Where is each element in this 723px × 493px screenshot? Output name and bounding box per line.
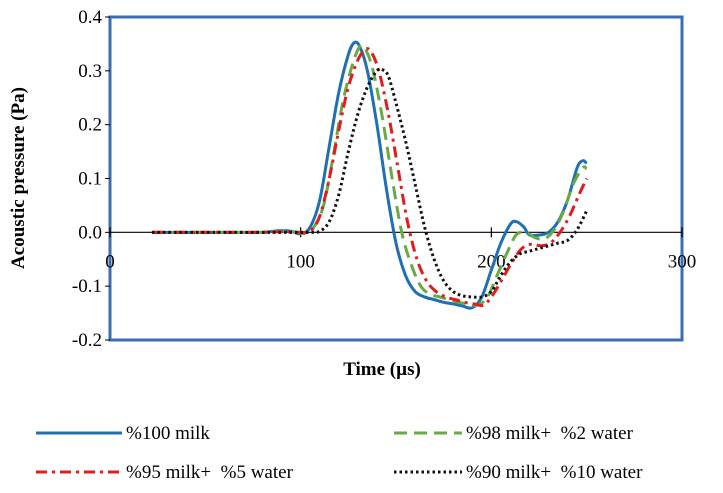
legend: %100 milk %98 milk+ %2 water %95 milk+ %5 … [36,423,643,483]
y-axis-title: Acoustic pressure (Pa) [8,87,29,269]
y-tick-label: -0.2 [72,330,102,351]
y-tick-label: -0.1 [72,276,102,297]
series-line-1 [151,40,588,310]
legend-label-1: %100 milk [126,423,210,444]
y-tick-label: 0.2 [78,115,102,136]
legend-label-3: %95 milk+ %5 water [126,462,294,483]
legend-label-4: %90 milk+ %10 water [466,462,643,483]
x-tick-label: 300 [668,251,697,272]
y-axis-ticks: -0.2 -0.1 0.0 0.1 0.2 0.3 0.4 [72,7,110,351]
x-tick-label: 0 [105,251,115,272]
series-line-4 [151,67,589,299]
legend-label-2: %98 milk+ %2 water [466,423,634,444]
x-axis-ticks: 0 100 200 300 [105,227,696,272]
y-tick-label: 0.0 [78,222,102,243]
y-tick-label: 0.1 [78,169,102,190]
x-axis-title: Time (µs) [343,359,421,380]
x-tick-label: 100 [286,251,315,272]
series-lines [151,40,589,310]
y-tick-label: 0.4 [78,7,102,28]
series-line-2 [151,43,588,307]
series-line-3 [151,47,589,308]
y-tick-label: 0.3 [78,61,102,82]
x-tick-label: 200 [477,251,506,272]
plot-frame [108,15,684,342]
